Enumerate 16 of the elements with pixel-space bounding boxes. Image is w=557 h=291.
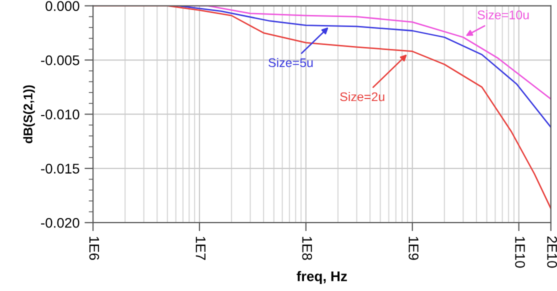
x-tick-label: 1E9 xyxy=(408,236,418,260)
y-tick-label: -0.020 xyxy=(41,218,80,228)
x-tick-label: 1E7 xyxy=(196,236,206,260)
x-tick-label: 1E8 xyxy=(302,236,312,260)
annotation: Size=5u xyxy=(268,58,313,68)
annotation: Size=2u xyxy=(340,92,384,102)
x-axis-title: freq, Hz xyxy=(296,271,347,284)
y-tick-label: 0.000 xyxy=(46,1,80,11)
x-tick-label: 2E10 xyxy=(547,236,557,268)
y-tick-label: -0.005 xyxy=(41,55,80,66)
y-axis-title: dB(S(2,1)) xyxy=(23,85,35,144)
x-tick-label: 1E10 xyxy=(515,236,525,268)
x-tick-label: 1E6 xyxy=(89,236,100,260)
y-tick-label: -0.015 xyxy=(41,164,80,174)
annotation: Size=10u xyxy=(478,10,529,20)
y-tick-label: -0.010 xyxy=(41,110,80,120)
